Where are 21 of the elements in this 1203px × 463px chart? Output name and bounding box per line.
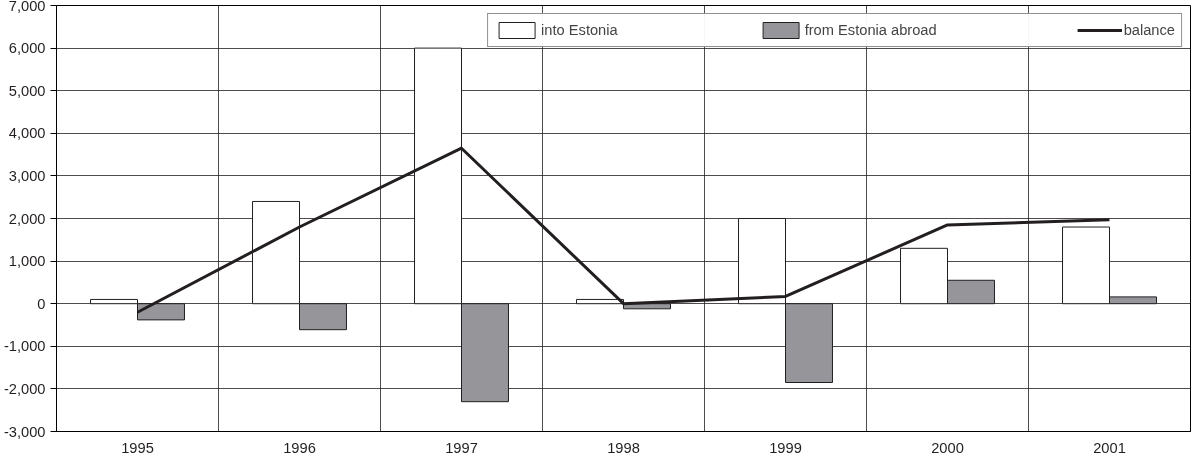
legend-label: into Estonia: [541, 22, 618, 38]
x-tick-label: 2000: [931, 439, 964, 456]
y-tick-label: 1,000: [8, 253, 46, 270]
y-tick-label: 3,000: [8, 167, 46, 184]
y-tick-label: -2,000: [3, 380, 46, 397]
x-tick-label: 1995: [121, 439, 154, 456]
y-tick-label: 4,000: [8, 125, 46, 142]
x-tick-label: 1998: [607, 439, 640, 456]
y-tick-label: 2,000: [8, 210, 46, 227]
x-tick-label: 1999: [769, 439, 802, 456]
y-tick-label: -3,000: [3, 423, 46, 440]
x-tick-label: 1997: [445, 439, 478, 456]
x-tick-label: 2001: [1093, 439, 1126, 456]
legend-label: from Estonia abroad: [804, 22, 937, 38]
y-tick-label: 7,000: [8, 0, 46, 14]
y-tick-label: 5,000: [8, 82, 46, 99]
legend-label: balance: [1123, 22, 1175, 38]
x-tick-label: 1996: [283, 439, 316, 456]
y-tick-label: 6,000: [8, 40, 46, 57]
y-tick-label: -1,000: [3, 338, 46, 355]
y-tick-label: 0: [37, 295, 46, 312]
